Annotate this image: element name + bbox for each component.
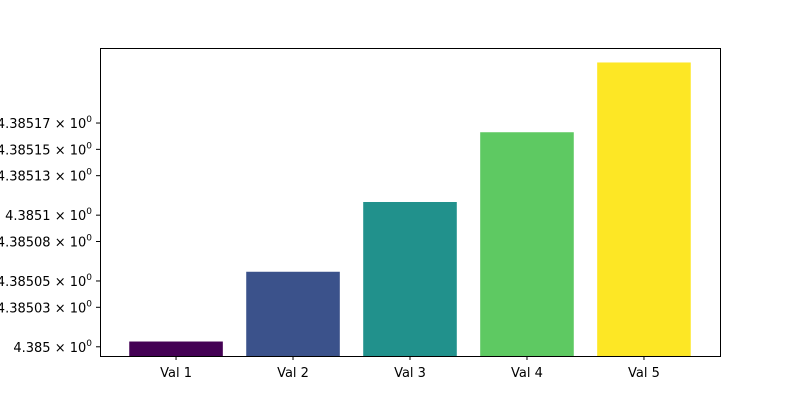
y-tick-label: 4.385 × 100: [13, 339, 92, 356]
x-tick-label: Val 1: [160, 366, 192, 381]
y-tick-label: 4.38508 × 100: [0, 233, 92, 250]
x-tick-label: Val 4: [511, 366, 543, 381]
y-axis-ticks: 4.385 × 100 4.38503 × 100 4.38505 × 100 4.3…: [0, 115, 100, 356]
bar-1: [129, 341, 223, 356]
x-tick-label: Val 5: [628, 366, 660, 381]
bars-group: [129, 62, 691, 356]
x-tick-label: Val 2: [277, 366, 309, 381]
y-tick-label: 4.38513 × 100: [0, 168, 92, 185]
y-tick-label: 4.38515 × 100: [0, 141, 92, 158]
y-tick-label: 4.38503 × 100: [0, 299, 92, 316]
bar-4: [480, 132, 574, 356]
bar-5: [597, 62, 691, 356]
x-axis-ticks: Val 1 Val 2 Val 3 Val 4 Val 5: [160, 356, 660, 381]
y-tick-label: 4.3851 × 100: [5, 207, 92, 224]
x-tick-label: Val 3: [394, 366, 426, 381]
bar-2: [246, 271, 340, 356]
bar-3: [363, 201, 457, 356]
y-tick-label: 4.38517 × 100: [0, 115, 92, 132]
y-tick-label: 4.38505 × 100: [0, 273, 92, 290]
